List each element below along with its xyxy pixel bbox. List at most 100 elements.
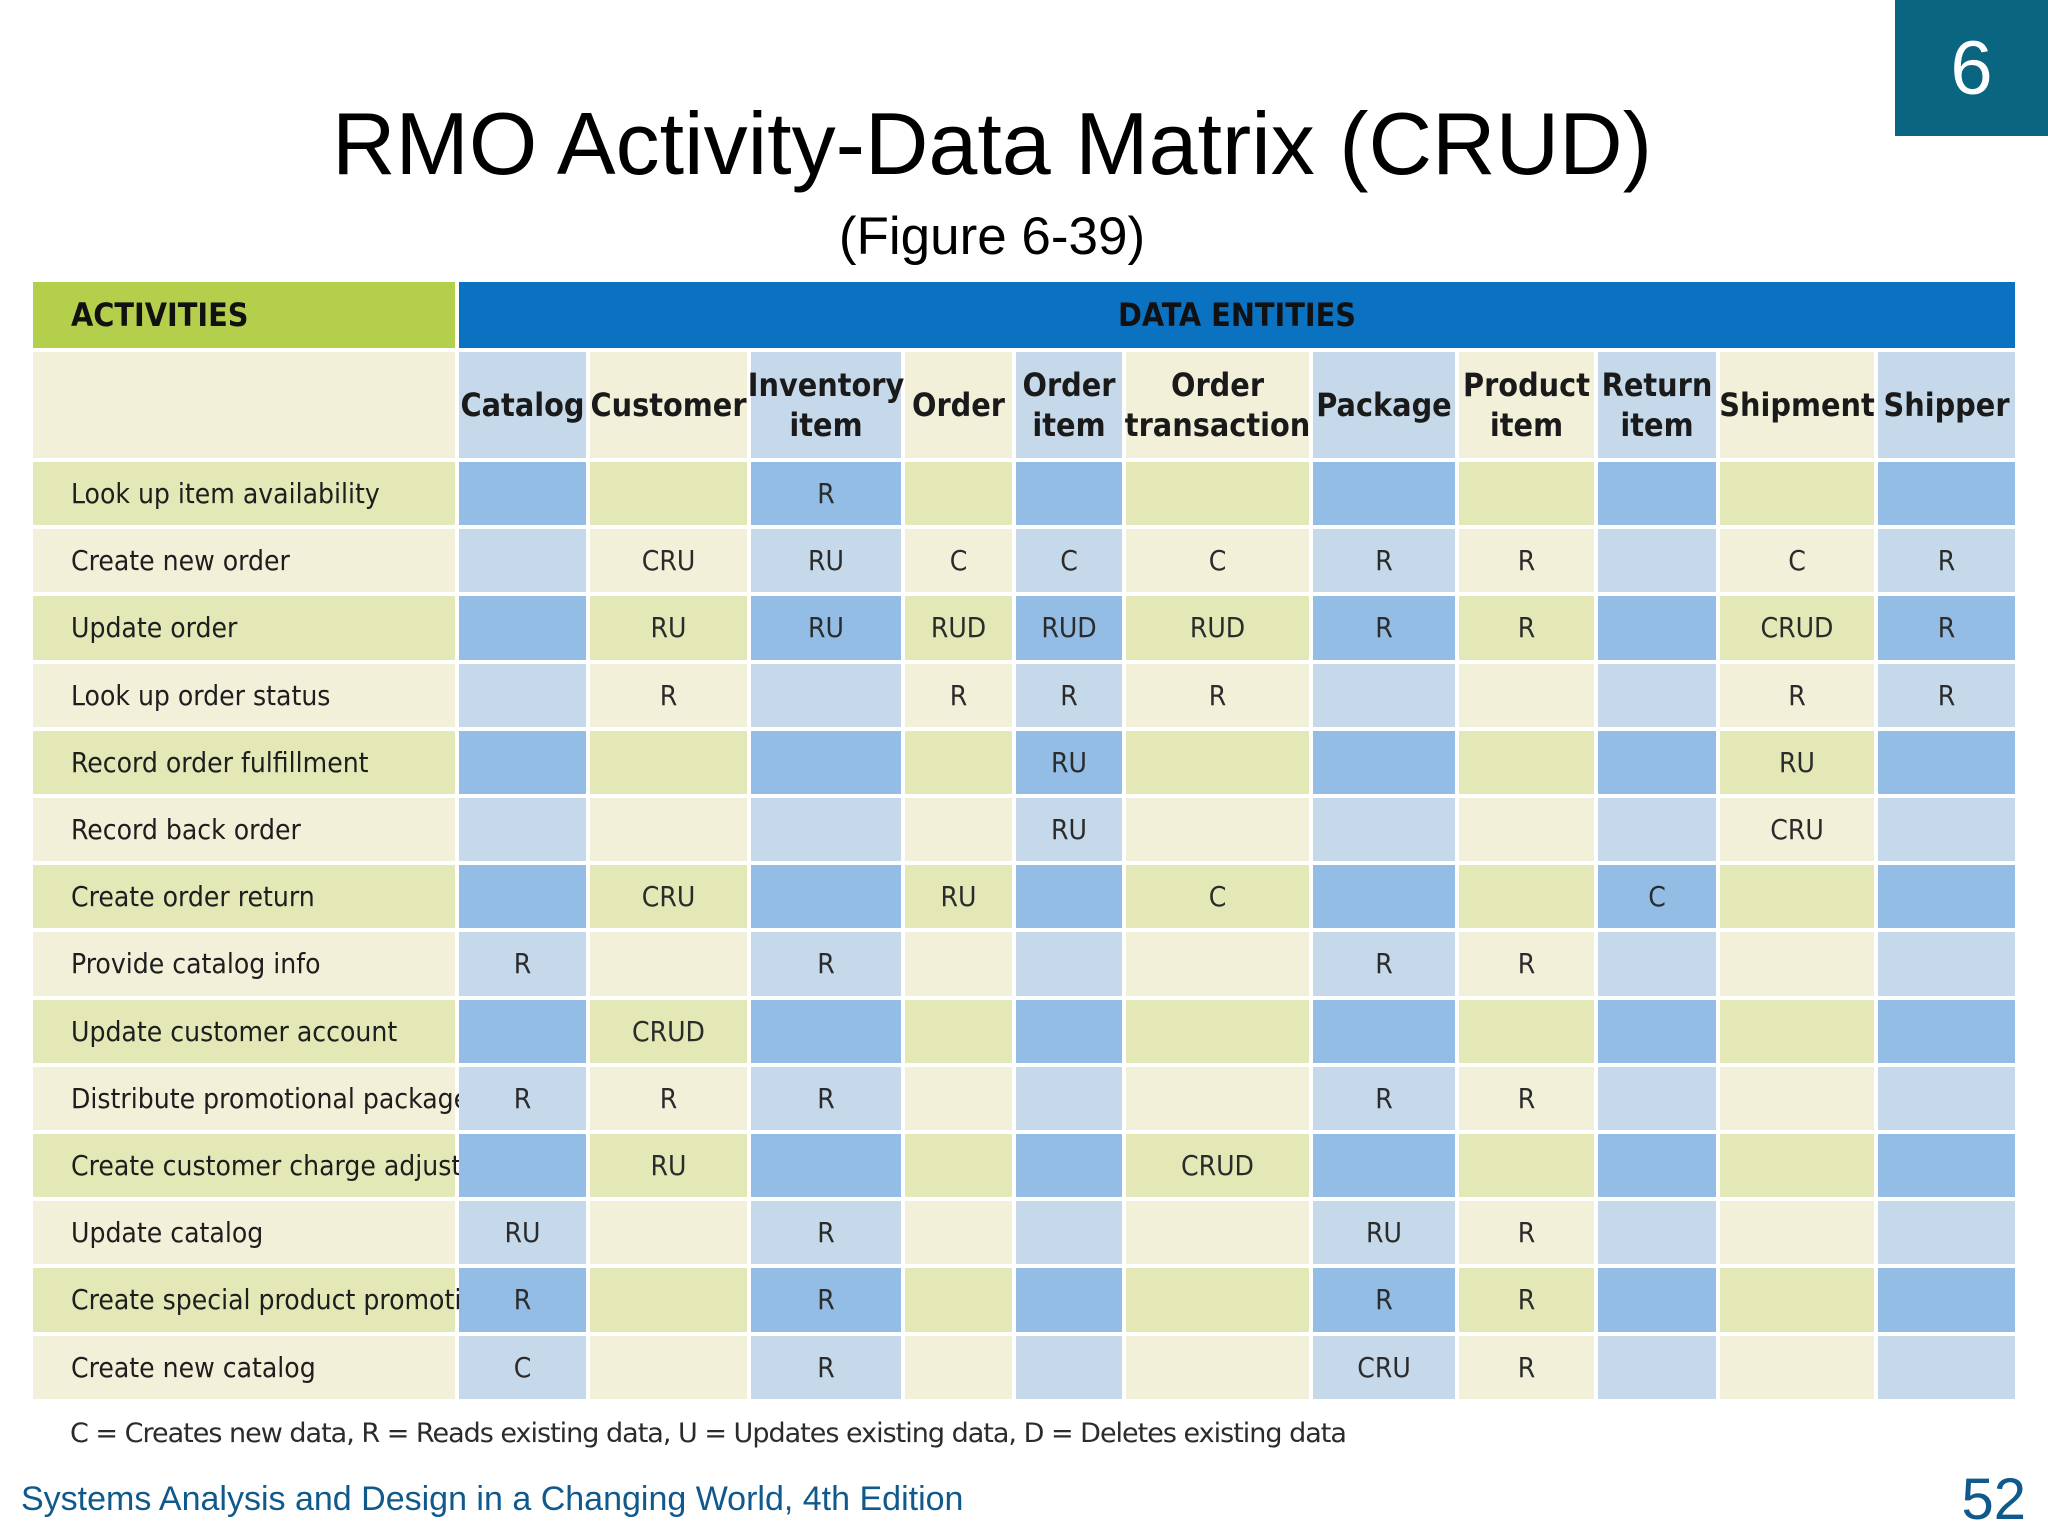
crud-cell: R bbox=[1720, 663, 1874, 727]
crud-cell bbox=[1720, 1066, 1874, 1130]
crud-cell: C bbox=[1126, 529, 1309, 593]
crud-cell bbox=[459, 798, 586, 862]
crud-cell bbox=[1126, 798, 1309, 862]
crud-cell bbox=[1878, 1134, 2015, 1198]
crud-cell bbox=[1459, 1134, 1594, 1198]
crud-cell bbox=[1126, 1268, 1309, 1332]
crud-cell: RU bbox=[1016, 730, 1122, 794]
crud-cell bbox=[1878, 932, 2015, 996]
crud-cell: CRU bbox=[1313, 1335, 1455, 1399]
crud-cell bbox=[1878, 730, 2015, 794]
crud-cell bbox=[905, 462, 1012, 526]
crud-cell bbox=[751, 730, 901, 794]
crud-cell bbox=[1126, 932, 1309, 996]
crud-cell bbox=[590, 932, 747, 996]
crud-cell: RU bbox=[1313, 1201, 1455, 1265]
crud-cell bbox=[1126, 1201, 1309, 1265]
crud-cell bbox=[1878, 798, 2015, 862]
crud-cell: R bbox=[751, 1335, 901, 1399]
crud-cell bbox=[1459, 663, 1594, 727]
crud-cell: R bbox=[459, 932, 586, 996]
crud-cell bbox=[905, 999, 1012, 1063]
crud-cell: R bbox=[1126, 663, 1309, 727]
activity-label: Update catalog bbox=[33, 1201, 455, 1265]
crud-cell bbox=[1598, 798, 1716, 862]
crud-cell: R bbox=[1878, 529, 2015, 593]
crud-cell bbox=[1598, 663, 1716, 727]
crud-cell bbox=[1459, 730, 1594, 794]
crud-cell bbox=[1459, 865, 1594, 929]
crud-cell bbox=[1016, 999, 1122, 1063]
crud-cell: R bbox=[1459, 932, 1594, 996]
crud-cell bbox=[459, 730, 586, 794]
crud-cell: R bbox=[1459, 1066, 1594, 1130]
crud-cell: R bbox=[751, 932, 901, 996]
crud-cell bbox=[1016, 865, 1122, 929]
crud-cell bbox=[905, 1335, 1012, 1399]
column-header: Order bbox=[905, 352, 1012, 458]
crud-cell: R bbox=[751, 1066, 901, 1130]
crud-cell bbox=[459, 663, 586, 727]
crud-cell bbox=[1878, 999, 2015, 1063]
crud-cell: R bbox=[1459, 1268, 1594, 1332]
crud-cell: RUD bbox=[905, 596, 1012, 660]
crud-cell bbox=[590, 798, 747, 862]
crud-cell bbox=[1016, 1134, 1122, 1198]
crud-cell: R bbox=[1313, 529, 1455, 593]
crud-cell bbox=[1016, 1268, 1122, 1332]
crud-cell bbox=[1313, 1134, 1455, 1198]
activities-header: ACTIVITIES bbox=[33, 282, 455, 348]
crud-cell: RU bbox=[751, 529, 901, 593]
crud-cell: R bbox=[751, 1201, 901, 1265]
crud-cell: R bbox=[1459, 596, 1594, 660]
crud-cell: RU bbox=[590, 1134, 747, 1198]
crud-matrix: ACTIVITIES DATA ENTITIES Catalog Customer In… bbox=[33, 282, 2015, 1412]
data-entities-header: DATA ENTITIES bbox=[459, 282, 2015, 348]
crud-cell: R bbox=[590, 663, 747, 727]
crud-cell: R bbox=[459, 1066, 586, 1130]
crud-cell bbox=[1598, 932, 1716, 996]
crud-cell bbox=[459, 462, 586, 526]
crud-cell bbox=[1313, 462, 1455, 526]
crud-cell: RUD bbox=[1016, 596, 1122, 660]
column-header: Shipment bbox=[1719, 352, 1875, 458]
crud-cell bbox=[1598, 596, 1716, 660]
crud-cell bbox=[1016, 462, 1122, 526]
footer-text: Systems Analysis and Design in a Changin… bbox=[21, 1480, 964, 1518]
activity-label: Update customer account bbox=[33, 999, 455, 1063]
crud-cell bbox=[1720, 1268, 1874, 1332]
crud-cell bbox=[590, 462, 747, 526]
crud-cell: C bbox=[1598, 865, 1716, 929]
activity-label: Provide catalog info bbox=[33, 932, 455, 996]
slide-subtitle: (Figure 6-39) bbox=[838, 207, 1146, 266]
column-header: Product item bbox=[1459, 352, 1594, 458]
crud-cell bbox=[459, 529, 586, 593]
crud-cell bbox=[905, 1201, 1012, 1265]
crud-cell bbox=[1598, 1335, 1716, 1399]
crud-cell bbox=[1878, 462, 2015, 526]
crud-cell bbox=[1878, 1066, 2015, 1130]
crud-cell: CRUD bbox=[1720, 596, 1874, 660]
crud-cell: R bbox=[1313, 932, 1455, 996]
crud-cell: CRUD bbox=[590, 999, 747, 1063]
crud-cell bbox=[1720, 462, 1874, 526]
crud-cell: R bbox=[1459, 529, 1594, 593]
crud-cell: R bbox=[1313, 596, 1455, 660]
crud-cell bbox=[1126, 1335, 1309, 1399]
crud-cell: R bbox=[590, 1066, 747, 1130]
crud-cell bbox=[905, 1066, 1012, 1130]
crud-cell: CRU bbox=[590, 865, 747, 929]
crud-cell: R bbox=[905, 663, 1012, 727]
crud-cell: C bbox=[1016, 529, 1122, 593]
crud-cell bbox=[459, 596, 586, 660]
activity-label: Create special product promotion bbox=[33, 1268, 493, 1332]
activity-label: Create order return bbox=[33, 865, 455, 929]
crud-cell: CRUD bbox=[1126, 1134, 1309, 1198]
crud-cell bbox=[1459, 798, 1594, 862]
crud-cell bbox=[1016, 1201, 1122, 1265]
crud-cell bbox=[1313, 798, 1455, 862]
activity-label: Update order bbox=[33, 596, 455, 660]
activity-label: Create new catalog bbox=[33, 1335, 455, 1399]
crud-cell: RU bbox=[905, 865, 1012, 929]
activity-label: Distribute promotional package bbox=[33, 1066, 469, 1130]
